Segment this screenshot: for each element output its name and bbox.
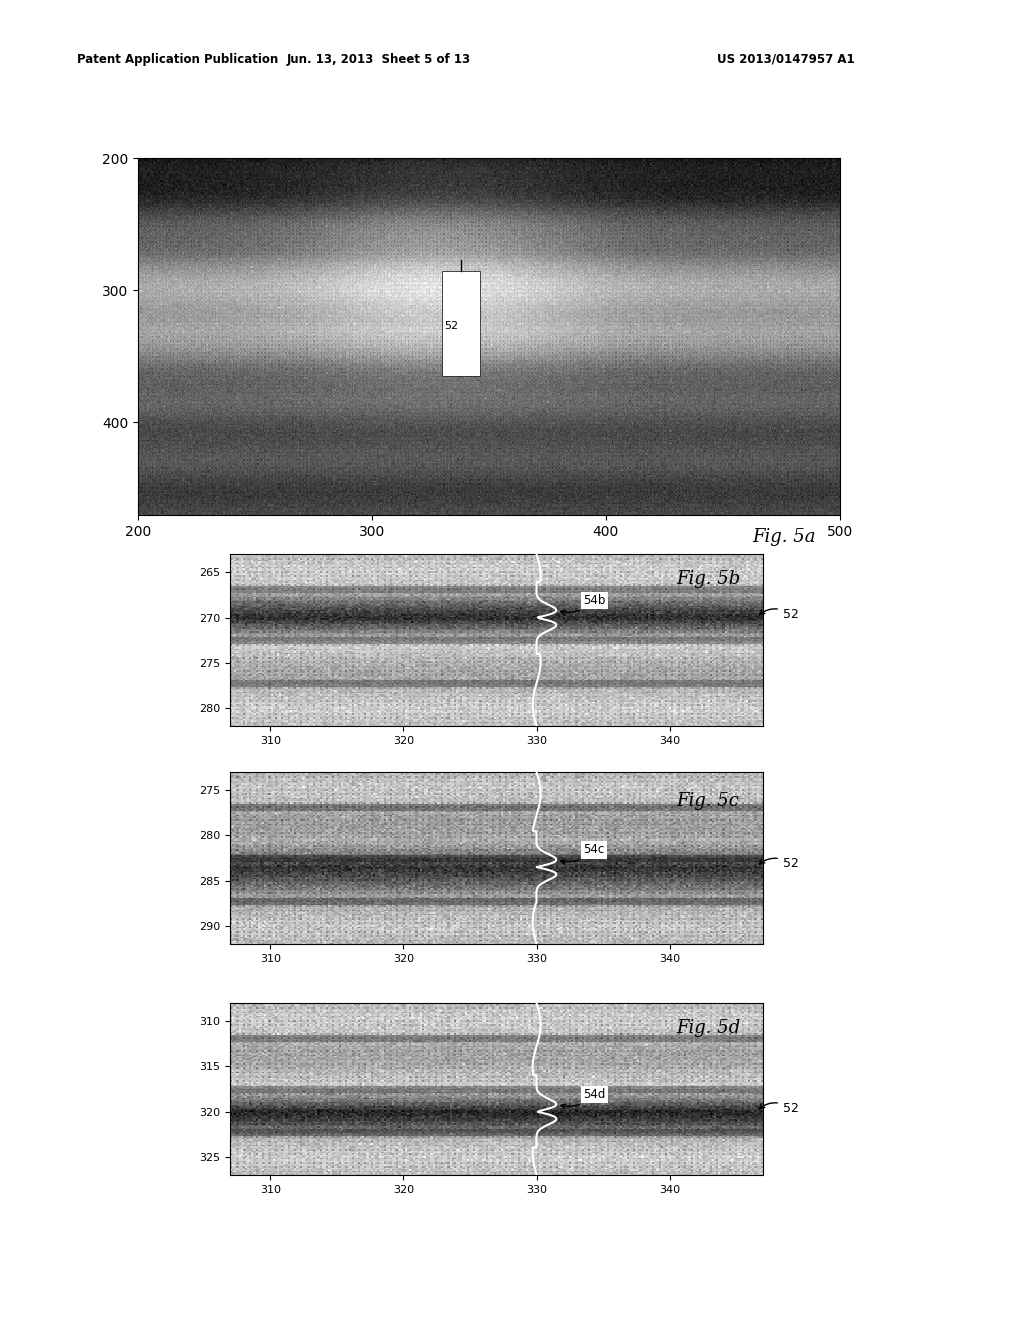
Text: 52: 52 <box>444 321 459 331</box>
Text: 54b: 54b <box>561 594 605 615</box>
Text: Patent Application Publication: Patent Application Publication <box>77 53 279 66</box>
Text: 52: 52 <box>760 607 799 620</box>
Text: Fig. 5b: Fig. 5b <box>676 570 740 589</box>
Bar <box>442 271 479 376</box>
Text: Fig. 5d: Fig. 5d <box>676 1019 740 1038</box>
Text: 52: 52 <box>760 1102 799 1114</box>
Text: Fig. 5a: Fig. 5a <box>753 528 816 546</box>
Text: Fig. 5c: Fig. 5c <box>676 792 738 810</box>
Text: 54c: 54c <box>561 843 604 865</box>
Text: US 2013/0147957 A1: US 2013/0147957 A1 <box>717 53 854 66</box>
Text: 54d: 54d <box>561 1088 605 1109</box>
Text: 52: 52 <box>760 857 799 870</box>
Text: Jun. 13, 2013  Sheet 5 of 13: Jun. 13, 2013 Sheet 5 of 13 <box>287 53 471 66</box>
